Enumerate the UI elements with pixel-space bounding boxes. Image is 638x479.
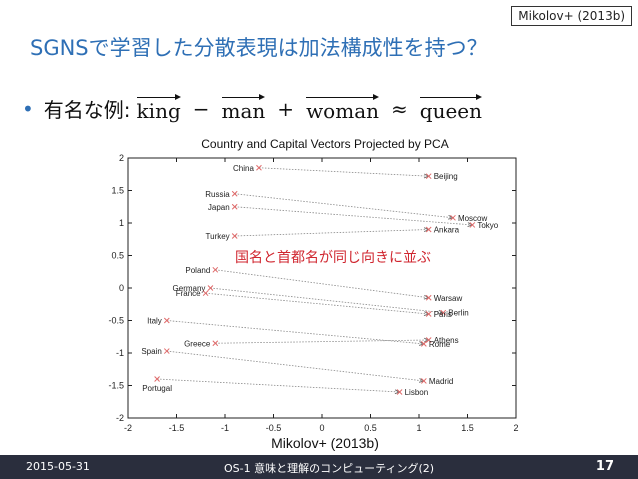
x-tick-label: 1.5 xyxy=(461,423,474,433)
citation-top: Mikolov+ (2013b) xyxy=(511,6,632,26)
point-marker-athens xyxy=(425,337,432,343)
point-marker-warsaw xyxy=(425,294,432,301)
operator-minus: − xyxy=(192,96,210,121)
x-tick-label: -1.5 xyxy=(169,423,185,433)
point-label-warsaw: Warsaw xyxy=(434,294,463,303)
page-number: 17 xyxy=(595,459,614,474)
y-tick-label: 0 xyxy=(119,283,124,293)
bullet-prefix: 有名な例: xyxy=(43,98,131,122)
point-marker-china xyxy=(256,164,262,171)
footer-talk-title: OS-1 意味と理解のコンピューティング(2) xyxy=(224,462,435,475)
point-marker-poland xyxy=(212,266,219,273)
footer-date: 2015-05-31 xyxy=(26,460,90,473)
y-tick-label: -0.5 xyxy=(108,316,124,326)
bullet-example: • 有名な例: king − man + woman ≈ queen xyxy=(22,93,483,123)
arrow-turkey xyxy=(234,229,429,237)
arrow-russia xyxy=(234,193,453,219)
point-label-madrid: Madrid xyxy=(429,377,453,386)
point-marker-moscow xyxy=(450,214,456,221)
arrow-japan xyxy=(234,206,473,226)
bullet-dot: • xyxy=(22,96,34,121)
point-label-beijing: Beijing xyxy=(434,172,458,181)
point-label-france: France xyxy=(176,289,201,298)
arrow-greece xyxy=(215,339,429,344)
point-marker-paris xyxy=(425,311,432,317)
point-label-berlin: Berlin xyxy=(448,309,468,318)
point-label-rome: Rome xyxy=(429,340,451,349)
point-label-athens: Athens xyxy=(434,336,459,345)
point-marker-spain xyxy=(163,348,170,354)
point-marker-france xyxy=(202,290,209,297)
point-label-poland: Poland xyxy=(185,266,210,275)
point-label-russia: Russia xyxy=(205,190,230,199)
point-marker-berlin xyxy=(440,309,447,316)
point-marker-rome xyxy=(420,341,427,347)
point-label-greece: Greece xyxy=(184,339,211,348)
point-label-moscow: Moscow xyxy=(458,214,488,223)
citation-bottom: Mikolov+ (2013b) xyxy=(271,435,379,451)
y-tick-label: 1.5 xyxy=(111,186,124,196)
arrow-poland xyxy=(215,269,429,299)
point-label-ankara: Ankara xyxy=(434,226,460,235)
point-label-italy: Italy xyxy=(147,317,162,326)
x-tick-label: -0.5 xyxy=(266,423,282,433)
point-marker-germany xyxy=(207,285,214,291)
point-label-paris: Paris xyxy=(434,310,452,319)
arrow-germany xyxy=(210,287,444,314)
point-label-spain: Spain xyxy=(141,347,161,356)
point-label-lisbon: Lisbon xyxy=(405,388,429,397)
point-marker-ankara xyxy=(425,226,432,233)
point-marker-turkey xyxy=(231,233,238,239)
operator-plus: + xyxy=(277,96,295,121)
y-tick-label: -1.5 xyxy=(108,381,124,391)
chart-body: -2 -1.5 -1 -0.5 0 0.5 1 1.5 2 2 1.5 1 0.5 0 -0.5 -1 -1.5… xyxy=(108,153,518,451)
x-tick-label: 1 xyxy=(416,423,421,433)
y-tick-label: 0.5 xyxy=(111,251,124,261)
arrow-italy xyxy=(166,320,424,345)
vector-queen: queen xyxy=(419,93,483,123)
point-label-germany: Germany xyxy=(173,284,206,293)
point-marker-japan xyxy=(231,203,238,210)
chart-title: Country and Capital Vectors Projected by… xyxy=(201,137,448,151)
point-label-china: China xyxy=(233,164,254,173)
point-label-portugal: Portugal xyxy=(142,384,172,393)
x-tick-label: -1 xyxy=(221,423,229,433)
point-marker-tokyo xyxy=(469,222,476,228)
point-label-tokyo: Tokyo xyxy=(477,221,498,230)
arrow-spain xyxy=(166,350,424,382)
y-tick-label: -1 xyxy=(116,348,124,358)
point-marker-portugal xyxy=(154,376,160,382)
y-tick-label: -2 xyxy=(116,413,124,423)
y-tick-label: 2 xyxy=(119,153,124,163)
point-marker-madrid xyxy=(420,378,427,384)
x-tick-label: 0.5 xyxy=(364,423,377,433)
pca-chart: Country and Capital Vectors Projected by… xyxy=(108,137,518,451)
point-marker-russia xyxy=(231,190,238,197)
vector-king: king xyxy=(136,93,181,123)
point-marker-lisbon xyxy=(396,389,403,395)
point-label-japan: Japan xyxy=(208,203,230,212)
slide-title: SGNSで学習した分散表現は加法構成性を持つ？ xyxy=(30,36,488,60)
footer-bar: 2015-05-31 OS-1 意味と理解のコンピューティング(2) 17 xyxy=(0,455,638,479)
chart-annotation: 国名と首都名が同じ向きに並ぶ xyxy=(235,249,431,265)
arrow-france xyxy=(205,292,429,315)
point-label-turkey: Turkey xyxy=(206,232,230,241)
arrow-portugal xyxy=(157,378,400,393)
point-marker-italy xyxy=(163,317,170,324)
y-tick-label: 1 xyxy=(119,218,124,228)
arrow-china xyxy=(258,167,429,177)
point-marker-beijing xyxy=(425,173,432,180)
vector-woman: woman xyxy=(306,93,379,123)
x-tick-label: 2 xyxy=(513,423,518,433)
x-tick-label: 0 xyxy=(319,423,324,433)
vector-man: man xyxy=(221,93,265,123)
operator-approx: ≈ xyxy=(391,96,408,121)
point-marker-greece xyxy=(212,340,219,347)
x-tick-label: -2 xyxy=(124,423,132,433)
